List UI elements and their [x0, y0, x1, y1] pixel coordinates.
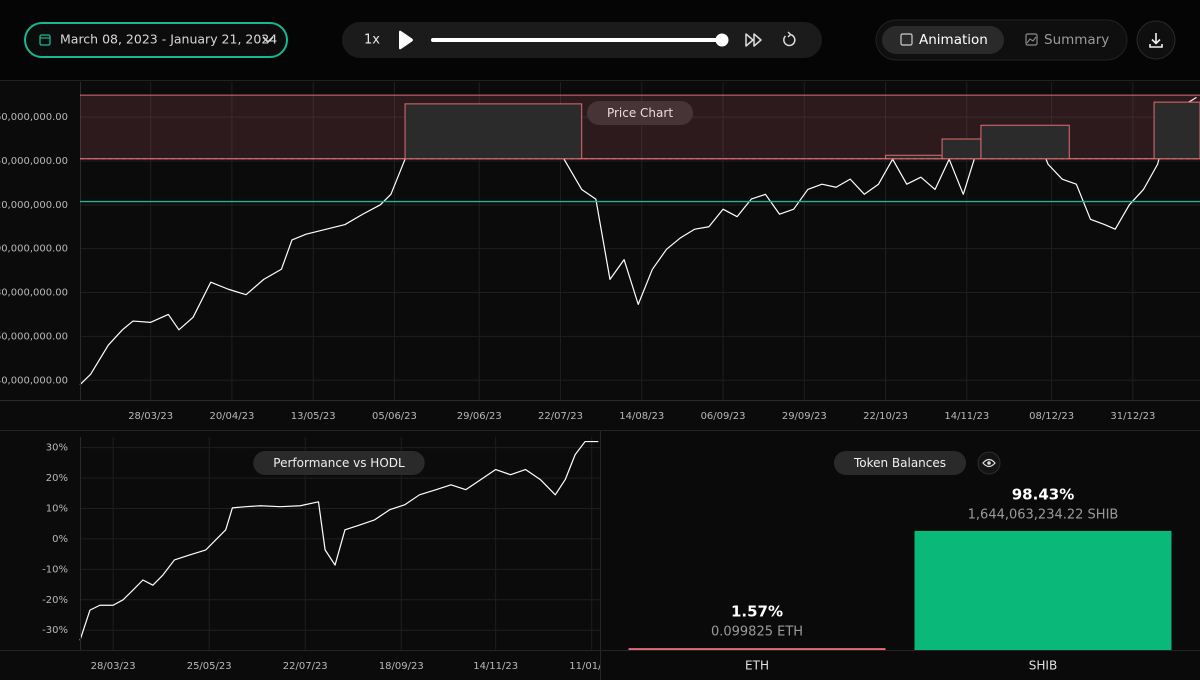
film-icon [900, 33, 913, 46]
bar [628, 648, 886, 650]
chart-title: Performance vs HODL [273, 456, 405, 470]
x-tick-label: 29/09/23 [782, 411, 827, 422]
progress-track[interactable] [431, 38, 722, 42]
eye-icon [982, 458, 996, 468]
position-step [941, 138, 982, 160]
y-tick-label: 120,000,000.00 [0, 200, 68, 211]
y-tick-label: 80,000,000.00 [0, 288, 68, 299]
x-tick-label: 22/10/23 [863, 411, 908, 422]
date-picker-frame[interactable] [24, 22, 288, 58]
bar [914, 530, 1172, 650]
reset-button[interactable] [783, 33, 796, 47]
chart-title-background [833, 451, 967, 475]
x-tick-label: 29/06/23 [457, 411, 502, 422]
x-tick-label: 14/08/23 [619, 411, 664, 422]
y-tick-label: 20% [46, 473, 68, 484]
calendar-icon [39, 34, 51, 46]
x-tick-label: 14/11/23 [473, 661, 518, 672]
x-tick-label: 18/09/23 [379, 661, 424, 672]
y-tick-label: -30% [42, 625, 68, 636]
y-tick-label: 140,000,000.00 [0, 156, 68, 167]
y-tick-label: 60,000,000.00 [0, 331, 68, 342]
x-tick-label: 11/01/24 [569, 661, 614, 672]
y-tick-label: 30% [46, 443, 68, 454]
eye-icon [987, 461, 991, 465]
x-tick-label: 06/09/23 [701, 411, 746, 422]
tab[interactable]: Summary [1044, 32, 1109, 48]
chart-title-background [586, 101, 694, 125]
chevron-icon [262, 36, 274, 44]
y-tick-label: 0% [52, 534, 68, 545]
x-tick-label: 31/12/23 [1110, 411, 1155, 422]
x-tick-label: 14/11/23 [944, 411, 989, 422]
value-label: 1.57% [731, 603, 783, 621]
amount-label: 1,644,063,234.22 SHIB [968, 507, 1119, 522]
y-tick-label: 10% [46, 504, 68, 515]
chart-title: Token Balances [853, 456, 946, 470]
chart-title: Price Chart [607, 106, 673, 120]
value-label: 98.43% [1012, 485, 1074, 503]
progress-knob[interactable] [715, 33, 729, 47]
amount-label: 0.099825 ETH [711, 625, 803, 640]
date-range[interactable]: March 08, 2023 - January 21, 2024 [60, 32, 277, 47]
y-tick-label: 100,000,000.00 [0, 244, 68, 255]
speed-button[interactable]: 1x [364, 33, 380, 48]
x-tick-label: 22/07/23 [283, 661, 328, 672]
y-tick-label: 160,000,000.00 [0, 112, 68, 123]
x-tick-label: 25/05/23 [187, 661, 232, 672]
position-step [404, 103, 583, 160]
position-step [980, 124, 1070, 160]
chart-icon [1025, 33, 1038, 46]
reset-icon [787, 31, 792, 38]
date-picker[interactable]: March 08, 2023 - January 21, 2024 [24, 22, 288, 58]
x-tick-label: SHIB [1029, 659, 1057, 673]
x-tick-label: 28/03/23 [91, 661, 136, 672]
x-tick-label: 28/03/23 [128, 411, 173, 422]
x-tick-label: 20/04/23 [209, 411, 254, 422]
line-series [79, 440, 599, 641]
y-tick-label: -20% [42, 595, 68, 606]
y-tick-label: -10% [42, 564, 68, 575]
x-tick-label: 13/05/23 [291, 411, 336, 422]
chart-title-background [253, 451, 425, 475]
download-icon [1149, 33, 1163, 48]
x-tick-label: 22/07/23 [538, 411, 583, 422]
play-button[interactable] [399, 30, 413, 50]
performance-chart: 30% 20% 10% 0% -10% -20% -30% 28/03/23 25/05/23 2… [42, 437, 614, 672]
position-step [885, 154, 943, 160]
x-tick-label: ETH [745, 659, 769, 673]
x-tick-label: 05/06/23 [372, 411, 417, 422]
x-tick-label: 08/12/23 [1029, 411, 1074, 422]
fast-forward-button[interactable] [745, 33, 762, 47]
y-tick-label: 40,000,000.00 [0, 375, 68, 386]
position-step [1153, 101, 1200, 160]
tab[interactable]: Animation [919, 32, 988, 48]
chart-icon [1026, 36, 1037, 44]
active-tab-background [882, 26, 1004, 54]
